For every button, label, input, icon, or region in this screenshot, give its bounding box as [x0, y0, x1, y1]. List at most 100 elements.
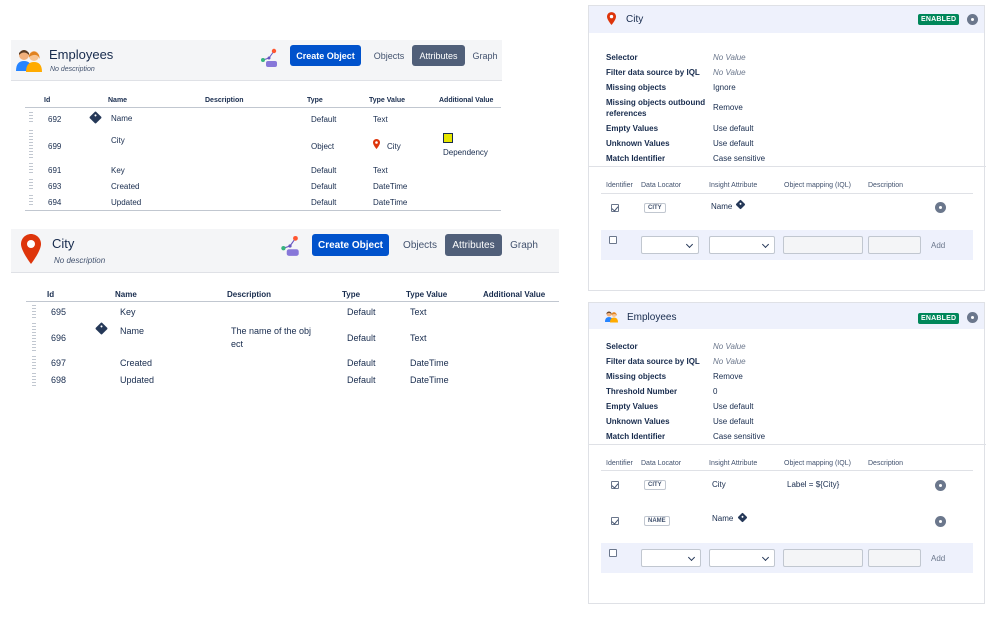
row-description: The name of the obj [231, 326, 312, 336]
row-id: 698 [51, 375, 67, 385]
prop-label: Missing objects outbound [606, 98, 706, 107]
drag-handle[interactable] [29, 112, 33, 124]
col-description: Description [227, 290, 272, 299]
graph-mini-icon[interactable] [279, 234, 301, 258]
mapping-description-input[interactable] [868, 549, 921, 567]
col-type: Type [342, 290, 361, 299]
drag-handle[interactable] [32, 305, 36, 319]
city-tab-objects[interactable]: Objects [403, 239, 437, 251]
data-locator-select[interactable] [641, 236, 699, 254]
prop-value: Case sensitive [713, 432, 766, 441]
row-type-value: DateTime [410, 375, 449, 385]
col-id: Id [44, 97, 51, 104]
row-name: Key [120, 307, 136, 317]
object-mapping-input[interactable] [783, 236, 863, 254]
col-name: Name [115, 290, 137, 299]
col-identifier: Identifier [606, 460, 633, 467]
add-mapping-button[interactable]: Add [931, 554, 946, 563]
label-tag-icon [89, 111, 102, 124]
prop-value: Remove [713, 103, 743, 112]
insight-attribute-select[interactable] [709, 236, 775, 254]
row-name: Created [111, 182, 140, 191]
drag-handle[interactable] [32, 373, 36, 387]
prop-label-cont: references [606, 109, 647, 118]
row-type: Object [311, 142, 335, 151]
drag-handle[interactable] [32, 356, 36, 370]
prop-label: Empty Values [606, 124, 659, 133]
row-type-value: DateTime [410, 358, 449, 368]
prop-value: Use default [713, 139, 754, 148]
gear-icon[interactable] [935, 480, 946, 491]
employees-tab-attributes[interactable]: Attributes [412, 45, 465, 66]
status-badge: ENABLED [918, 14, 960, 25]
mapping-description-input[interactable] [868, 236, 921, 254]
city-create-object-button[interactable]: Create Object [312, 234, 389, 256]
drag-handle[interactable] [29, 195, 33, 207]
city-tab-graph[interactable]: Graph [510, 239, 538, 251]
row-type-value: City [387, 142, 401, 151]
row-name: Created [120, 358, 153, 368]
prop-label: Unknown Values [606, 139, 670, 148]
mapping-header-divider [601, 470, 973, 471]
prop-label: Unknown Values [606, 417, 670, 426]
label-tag-icon [735, 199, 746, 210]
city-pin-icon [21, 234, 41, 264]
prop-label: Missing objects [606, 83, 667, 92]
prop-value: No Value [713, 342, 746, 351]
gear-icon[interactable] [967, 14, 978, 25]
gear-icon[interactable] [935, 516, 946, 527]
row-id: 699 [48, 142, 62, 151]
row-type: Default [311, 198, 337, 207]
gear-icon[interactable] [967, 312, 978, 323]
prop-value: No Value [713, 357, 746, 366]
city-pin-icon [373, 139, 380, 149]
row-id: 695 [51, 307, 67, 317]
prop-value: Case sensitive [713, 154, 766, 163]
employees-panel-title: Employees [627, 312, 677, 323]
city-pin-icon [607, 12, 616, 25]
row-type-value: DateTime [373, 198, 408, 207]
drag-handle[interactable] [29, 163, 33, 175]
label-tag-icon [737, 512, 748, 523]
city-tab-attributes[interactable]: Attributes [445, 234, 502, 256]
identifier-checkbox[interactable] [611, 204, 619, 212]
col-description: Description [205, 97, 244, 104]
insight-attribute-select[interactable] [709, 549, 775, 567]
col-id: Id [47, 290, 55, 299]
new-identifier-checkbox[interactable] [609, 236, 617, 244]
mapping-header-divider [601, 193, 973, 194]
drag-handle[interactable] [32, 323, 36, 351]
drag-handle[interactable] [29, 179, 33, 191]
prop-value: 0 [713, 387, 718, 396]
row-id: 696 [51, 333, 67, 343]
employees-tab-graph[interactable]: Graph [472, 50, 498, 61]
table-bottom-divider [25, 210, 501, 211]
identifier-checkbox[interactable] [611, 481, 619, 489]
row-type-value: DateTime [373, 182, 408, 191]
identifier-checkbox[interactable] [611, 517, 619, 525]
header-divider [26, 301, 559, 302]
add-mapping-button[interactable]: Add [931, 241, 946, 250]
header-divider [25, 107, 501, 108]
label-tag-icon [95, 322, 108, 335]
prop-value: Use default [713, 402, 754, 411]
graph-mini-icon[interactable] [259, 47, 279, 69]
status-badge: ENABLED [918, 313, 960, 324]
prop-label: Match Identifier [606, 432, 666, 441]
drag-handle[interactable] [29, 130, 33, 158]
data-locator-lozenge: CITY [644, 480, 666, 490]
object-mapping-input[interactable] [783, 549, 863, 567]
col-type: Type [307, 97, 323, 104]
insight-attribute-value: Name [711, 202, 733, 211]
row-id: 692 [48, 115, 62, 124]
employees-object-type: Employees No description Create Object O… [11, 40, 502, 212]
prop-label: Empty Values [606, 402, 659, 411]
employees-create-object-button[interactable]: Create Object [290, 45, 361, 66]
new-identifier-checkbox[interactable] [609, 549, 617, 557]
data-locator-select[interactable] [641, 549, 701, 567]
row-additional-value: Dependency [443, 148, 488, 157]
col-name: Name [108, 97, 128, 104]
employees-tab-objects[interactable]: Objects [373, 50, 405, 61]
row-type-value: Text [410, 333, 427, 343]
gear-icon[interactable] [935, 202, 946, 213]
